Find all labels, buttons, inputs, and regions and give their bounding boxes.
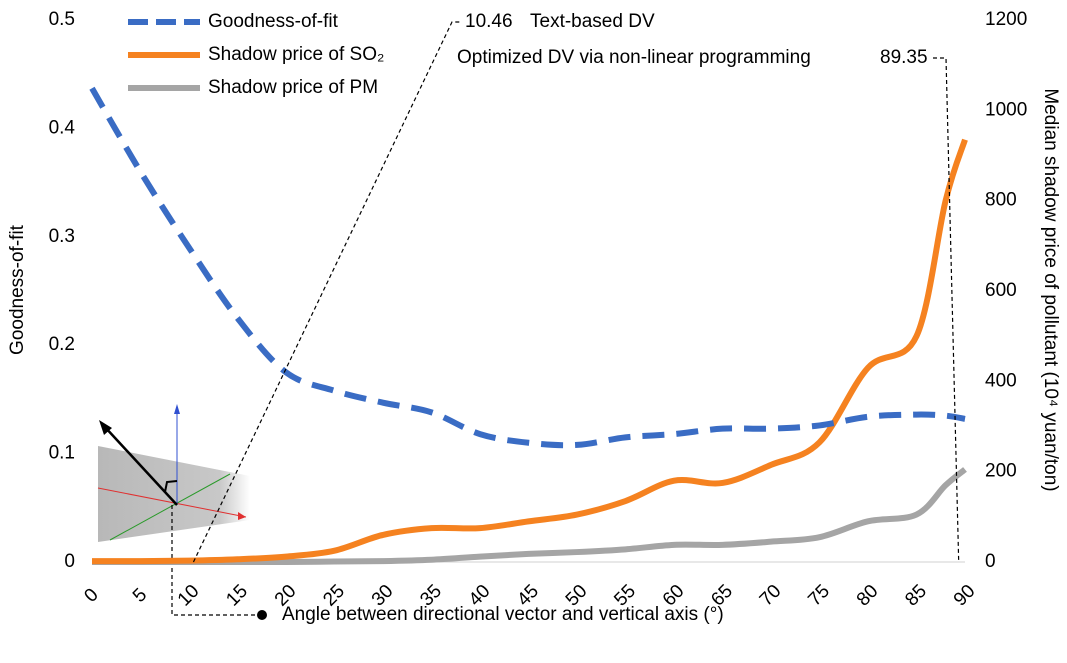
y2-tick-label: 1200 bbox=[985, 9, 1027, 30]
x-axis-label: Angle between directional vector and ver… bbox=[282, 604, 724, 625]
legend-label: Goodness-of-fit bbox=[208, 11, 339, 32]
x-tick-label: 85 bbox=[901, 581, 931, 611]
x-tick-label: 10 bbox=[174, 581, 204, 611]
series-line bbox=[91, 138, 968, 565]
y2-tick-label: 400 bbox=[985, 370, 1017, 391]
y2-tick-label: 0 bbox=[985, 551, 996, 572]
y2-tick-label: 600 bbox=[985, 280, 1017, 301]
x-tick-label: 75 bbox=[804, 581, 834, 611]
annotation-label: Optimized DV via non-linear programming bbox=[457, 47, 811, 68]
x-tick-label: 5 bbox=[129, 584, 151, 606]
legend-label: Shadow price of SO₂ bbox=[208, 44, 384, 65]
y2-tick-label: 200 bbox=[985, 461, 1017, 482]
x-tick-label: 70 bbox=[756, 581, 786, 611]
y2-tick-label: 1000 bbox=[985, 99, 1027, 120]
annotation-label: Text-based DV bbox=[530, 11, 655, 32]
annotation-value: 10.46 bbox=[465, 11, 513, 32]
x-tick-label: 80 bbox=[853, 581, 883, 611]
legend-label: Shadow price of PM bbox=[208, 77, 378, 98]
y-tick-label: 0.3 bbox=[49, 226, 75, 247]
x-tick-label: 90 bbox=[950, 581, 980, 611]
y-tick-label: 0.2 bbox=[49, 334, 75, 355]
x-tick-label: 15 bbox=[222, 581, 252, 611]
annotation-line bbox=[192, 21, 462, 563]
series-line bbox=[89, 86, 966, 449]
y-tick-label: 0 bbox=[64, 551, 75, 572]
y-tick-label: 0.1 bbox=[49, 443, 75, 464]
y-tick-label: 0.4 bbox=[49, 117, 76, 138]
inset-diagram bbox=[97, 404, 267, 620]
y-axis-label: Goodness-of-fit bbox=[7, 224, 28, 355]
annotation-value: 89.35 bbox=[880, 47, 928, 68]
y2-axis-label: Median shadow price of pollutant (10⁴ yu… bbox=[1040, 88, 1061, 491]
x-tick-label: 0 bbox=[80, 584, 102, 606]
y2-tick-label: 800 bbox=[985, 190, 1017, 211]
y-tick-label: 0.5 bbox=[49, 9, 75, 30]
